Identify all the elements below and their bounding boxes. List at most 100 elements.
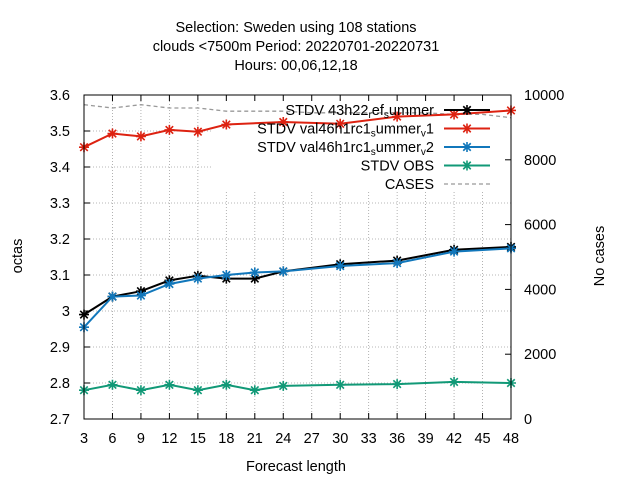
x-tick-label: 30: [332, 431, 348, 447]
legend-label: STDV val46h1rc1summerv2: [257, 140, 434, 158]
data-point: [449, 109, 460, 120]
data-point: [335, 379, 346, 390]
y-tick-label: 3.3: [50, 196, 70, 212]
legend-label-part: CASES: [385, 177, 434, 193]
legend-label-part: ummer: [389, 103, 434, 119]
x-tick-label: 36: [389, 431, 405, 447]
data-point: [249, 273, 260, 284]
data-point: [164, 379, 175, 390]
data-point: [192, 385, 203, 396]
x-tick-label: 45: [474, 431, 490, 447]
data-point: [449, 246, 460, 257]
y-tick-label: 3.4: [50, 160, 70, 176]
data-point: [221, 379, 232, 390]
x-tick-label: 9: [137, 431, 145, 447]
data-point: [278, 266, 289, 277]
title-line-3: Hours: 00,06,12,18: [234, 58, 357, 74]
data-point: [392, 379, 403, 390]
data-point: [221, 119, 232, 130]
legend-label-part: s: [371, 147, 376, 158]
x-tick-label: 48: [503, 431, 519, 447]
data-point: [462, 123, 472, 134]
legend-label-part: ef: [372, 103, 385, 119]
legend-entry: STDV 43h22refsummer: [285, 103, 490, 121]
y2-tick-label: 10000: [524, 88, 564, 104]
data-point: [278, 380, 289, 391]
data-point: [335, 261, 346, 271]
legend-label-part: STDV 43h22: [285, 103, 368, 119]
chart-title: Selection: Sweden using 108 stations clo…: [153, 20, 440, 74]
data-point: [135, 385, 146, 396]
data-point: [164, 279, 175, 289]
y-tick-label: 2.7: [50, 412, 70, 428]
legend-label: STDV 43h22refsummer: [285, 103, 434, 121]
series-cases: [83, 104, 512, 119]
x-tick-label: 21: [247, 431, 263, 447]
legend-label-part: STDV val46h1rc1: [257, 122, 371, 138]
y2-axis-label: No cases: [592, 226, 608, 286]
x-axis-label: Forecast length: [246, 459, 346, 475]
y2-tick-label: 2000: [524, 347, 556, 363]
data-point: [164, 124, 175, 135]
data-point: [392, 258, 403, 269]
legend-label: CASES: [385, 177, 434, 193]
data-point: [192, 126, 203, 137]
series-line: [83, 104, 512, 119]
series-line: [83, 380, 512, 392]
axes: 3 6 9 12 15 18 21 24 27 30 33 36 39 42 45 482.72.82.933…: [50, 88, 565, 447]
y-axis-label: octas: [10, 239, 26, 274]
y2-tick-label: 0: [524, 412, 532, 428]
y-tick-label: 2.9: [50, 340, 70, 356]
x-tick-label: 27: [304, 431, 320, 447]
y-tick-label: 3.1: [50, 268, 70, 284]
legend-label-part: v: [421, 129, 426, 140]
data-point: [462, 160, 472, 171]
x-tick-label: 18: [218, 431, 234, 447]
data-point: [335, 118, 346, 129]
legend-label-part: 1: [426, 122, 434, 138]
y2-tick-label: 6000: [524, 218, 556, 234]
data-point: [107, 379, 118, 390]
legend-label: STDV val46h1rc1summerv1: [257, 122, 434, 140]
series-stdv-43h22-ref-summer: [79, 241, 516, 320]
plot-frame: [83, 94, 512, 420]
data-point: [249, 385, 260, 396]
legend-label: STDV OBS: [361, 159, 434, 175]
legend-entry: STDV val46h1rc1summerv2: [257, 140, 490, 158]
data-point: [462, 142, 472, 152]
y-tick-label: 3: [62, 304, 70, 320]
legend-label-part: ummer: [376, 140, 421, 156]
y-tick-label: 3.2: [50, 232, 70, 248]
legend-label-part: STDV val46h1rc1: [257, 140, 371, 156]
x-tick-label: 24: [275, 431, 291, 447]
data-point: [392, 111, 403, 122]
legend-entry: STDV OBS: [361, 159, 490, 175]
title-line-2: clouds <7500m Period: 20220701-20220731: [153, 39, 440, 55]
legend-label-part: STDV OBS: [361, 159, 434, 175]
legend-label-part: v: [421, 147, 426, 158]
y2-tick-label: 8000: [524, 153, 556, 169]
legend-label-part: s: [384, 110, 389, 121]
x-tick-label: 39: [418, 431, 434, 447]
legend-label-part: r: [368, 110, 372, 121]
series-line: [83, 245, 512, 316]
x-tick-label: 3: [80, 431, 88, 447]
x-tick-label: 6: [108, 431, 116, 447]
x-tick-label: 12: [161, 431, 177, 447]
series-stdv-obs: [79, 376, 516, 396]
data-point: [249, 267, 260, 278]
legend-label-part: ummer: [376, 122, 421, 138]
data-point: [107, 291, 118, 302]
data-point: [107, 128, 118, 139]
data-point: [192, 273, 203, 284]
data-point: [278, 117, 289, 127]
legend-label-part: 2: [426, 140, 434, 156]
y-tick-label: 2.8: [50, 376, 70, 392]
legend-entry: STDV val46h1rc1summerv1: [257, 122, 490, 140]
y2-tick-label: 4000: [524, 282, 556, 298]
data-point: [135, 131, 146, 142]
data-point: [221, 270, 232, 280]
title-line-1: Selection: Sweden using 108 stations: [175, 20, 416, 36]
